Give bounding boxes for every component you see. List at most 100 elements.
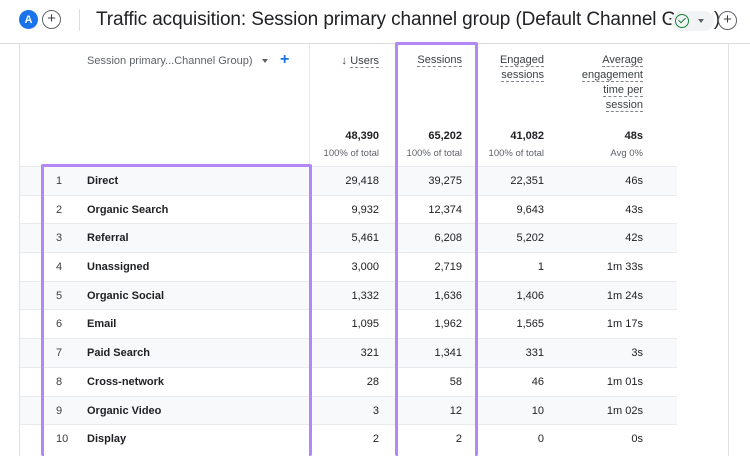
- row-index: 3: [56, 232, 63, 245]
- avg-engagement-cell: 1m 01s: [606, 375, 643, 388]
- channel-name: Organic Social: [87, 289, 165, 302]
- column-header-avg-engagement[interactable]: Average engagement time per session: [563, 53, 643, 113]
- channel-name: Referral: [87, 232, 129, 245]
- caret-down-icon: [698, 19, 704, 23]
- channel-name: Direct: [87, 175, 119, 187]
- avg-engagement-cell: 42s: [625, 232, 643, 245]
- channel-name: Display: [87, 433, 127, 446]
- column-label: Users: [350, 55, 379, 68]
- avg-engagement-cell: 46s: [625, 175, 643, 187]
- engaged-sessions-cell: 1,565: [516, 318, 544, 331]
- table-row[interactable]: 6 Email 1,095 1,962 1,565 1m 17s: [20, 309, 677, 338]
- users-cell: 3,000: [351, 261, 379, 274]
- column-header-sessions[interactable]: Sessions: [417, 53, 462, 68]
- avg-engagement-cell: 43s: [625, 203, 643, 216]
- column-header-users[interactable]: ↓ Users: [341, 53, 379, 69]
- sessions-cell: 1,962: [434, 318, 462, 331]
- add-comparison-button[interactable]: +: [42, 10, 61, 29]
- table-row[interactable]: 8 Cross-network 28 58 46 1m 01s: [20, 366, 677, 396]
- channel-name: Paid Search: [87, 347, 150, 360]
- check-circle-icon: [675, 14, 689, 28]
- row-index: 9: [56, 404, 63, 417]
- column-label: session: [605, 99, 643, 112]
- users-cell: 2: [372, 433, 379, 446]
- table-row[interactable]: 4 Unassigned 3,000 2,719 1 1m 33s: [20, 252, 677, 281]
- sessions-cell: 58: [449, 375, 462, 388]
- users-cell: 321: [360, 347, 379, 360]
- users-cell: 1,095: [351, 318, 379, 331]
- add-dimension-button[interactable]: +: [280, 51, 290, 68]
- avg-engagement-cell: 1m 33s: [606, 261, 643, 274]
- channel-name: Cross-network: [87, 375, 165, 388]
- header-divider: [79, 9, 80, 31]
- users-cell: 3: [372, 404, 379, 417]
- engaged-sessions-cell: 46: [531, 375, 544, 388]
- avg-engagement-cell: 1m 24s: [606, 289, 643, 302]
- dimension-caret-down-icon[interactable]: [262, 59, 268, 63]
- total-users-sub: 100% of total: [323, 148, 379, 159]
- engaged-sessions-cell: 1: [537, 261, 544, 274]
- table-row[interactable]: 7 Paid Search 321 1,341 331 3s: [20, 338, 677, 367]
- column-label: engagement: [581, 69, 643, 82]
- row-index: 5: [56, 289, 63, 302]
- engaged-sessions-cell: 5,202: [516, 232, 544, 245]
- table-row[interactable]: 9 Organic Video 3 12 10 1m 02s: [20, 395, 677, 425]
- row-index: 4: [56, 261, 63, 274]
- users-cell: 5,461: [351, 232, 379, 245]
- column-label: Average: [602, 54, 643, 67]
- arrow-down-icon: ↓: [341, 53, 348, 67]
- channel-name: Organic Video: [87, 404, 162, 417]
- row-index: 8: [56, 375, 63, 388]
- column-label: Sessions: [417, 54, 462, 67]
- table-row[interactable]: 2 Organic Search 9,932 12,374 9,643 43s: [20, 194, 677, 224]
- users-cell: 29,418: [345, 175, 379, 187]
- sessions-cell: 39,275: [428, 175, 462, 187]
- avg-engagement-cell: 1m 17s: [606, 318, 643, 331]
- page-title: Traffic acquisition: Session primary cha…: [96, 9, 721, 30]
- column-header-engaged-sessions[interactable]: Engaged sessions: [499, 53, 544, 83]
- sessions-cell: 12,374: [428, 203, 462, 216]
- engaged-sessions-cell: 1,406: [516, 289, 544, 302]
- channel-name: Email: [87, 318, 117, 331]
- total-avg: 48s: [624, 130, 643, 142]
- sessions-cell: 2,719: [434, 261, 462, 274]
- users-cell: 9,932: [351, 203, 379, 216]
- table-body: 1 Direct 29,418 39,275 22,351 46s 2 Organic Sea…: [20, 166, 677, 453]
- column-label: time per: [603, 84, 643, 97]
- table-row[interactable]: 10 Display 2 2 0 0s: [20, 424, 677, 453]
- engaged-sessions-cell: 10: [531, 404, 544, 417]
- total-engaged: 41,082: [510, 130, 544, 142]
- engaged-sessions-cell: 22,351: [510, 175, 544, 187]
- row-index: 2: [56, 203, 63, 216]
- total-engaged-sub: 100% of total: [488, 148, 544, 159]
- table-row[interactable]: 1 Direct 29,418 39,275 22,351 46s: [20, 166, 677, 195]
- sessions-cell: 12: [449, 404, 462, 417]
- channel-name: Unassigned: [87, 261, 150, 274]
- avg-engagement-cell: 1m 02s: [606, 404, 643, 417]
- users-cell: 1,332: [351, 289, 379, 302]
- total-sessions-sub: 100% of total: [406, 148, 462, 159]
- row-index: 6: [56, 318, 63, 331]
- avg-engagement-cell: 0s: [631, 433, 643, 446]
- avg-engagement-cell: 3s: [631, 347, 643, 360]
- engaged-sessions-cell: 331: [525, 347, 544, 360]
- dimension-column-divider: [309, 44, 310, 165]
- data-table: [19, 44, 729, 456]
- row-index: 10: [56, 433, 69, 446]
- total-sessions: 65,202: [428, 130, 462, 142]
- channel-name: Organic Search: [87, 203, 169, 216]
- engaged-sessions-cell: 0: [537, 433, 544, 446]
- table-row[interactable]: 3 Referral 5,461 6,208 5,202 42s: [20, 223, 677, 253]
- row-index: 1: [56, 175, 63, 187]
- status-dropdown[interactable]: [671, 11, 714, 31]
- users-cell: 28: [366, 375, 379, 388]
- row-index: 7: [56, 347, 63, 360]
- add-button[interactable]: +: [718, 11, 737, 30]
- sessions-cell: 1,636: [434, 289, 462, 302]
- sessions-cell: 6,208: [434, 232, 462, 245]
- avatar[interactable]: A: [19, 10, 38, 29]
- column-label: Engaged: [499, 54, 544, 67]
- total-avg-sub: Avg 0%: [610, 148, 643, 159]
- table-row[interactable]: 5 Organic Social 1,332 1,636 1,406 1m 24s: [20, 280, 677, 310]
- dimension-header[interactable]: Session primary...Channel Group): [87, 55, 253, 67]
